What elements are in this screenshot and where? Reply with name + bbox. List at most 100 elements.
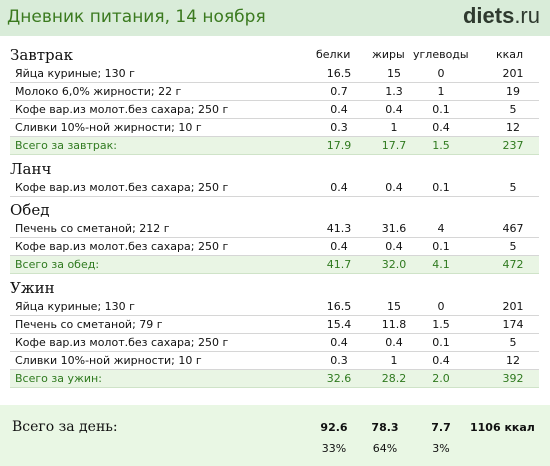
kcal-value: 467 — [502, 222, 524, 235]
kcal-value: 12 — [506, 121, 520, 134]
kcal-value: 5 — [509, 336, 517, 349]
col-header-carbs: углеводы — [413, 48, 469, 61]
carbs-value: 0.1 — [432, 336, 450, 349]
table-row: Кофе вар.из молот.без сахара; 250 г 0.4 … — [10, 179, 539, 197]
fat-value: 1 — [390, 354, 398, 367]
fat-value: 31.6 — [381, 222, 407, 235]
day-carbs-percent: 3% — [432, 442, 450, 455]
protein-value: 32.6 — [326, 372, 352, 385]
day-protein-value: 92.6 — [320, 421, 348, 434]
carbs-value: 1 — [437, 85, 445, 98]
day-carbs-value: 7.7 — [431, 421, 451, 434]
carbs-value: 1.5 — [432, 139, 450, 152]
section-title-breakfast: Завтрак — [10, 46, 73, 64]
day-kcal-value: 1106 ккал — [470, 421, 535, 434]
table-row: Печень со сметаной; 79 г 15.4 11.8 1.5 1… — [10, 316, 539, 334]
section-title-dinner: Обед — [10, 201, 50, 219]
fat-value: 11.8 — [381, 318, 407, 331]
fat-value: 0.4 — [385, 336, 403, 349]
site-logo[interactable]: diets.ru — [463, 3, 540, 29]
table-row: Кофе вар.из молот.без сахара; 250 г 0.4 … — [10, 101, 539, 119]
table-row: Яйца куриные; 130 г 16.5 15 0 201 — [10, 298, 539, 316]
table-row: Сливки 10%-ной жирности; 10 г 0.3 1 0.4 … — [10, 352, 539, 370]
fat-value: 15 — [387, 67, 401, 80]
total-label: Всего за ужин: — [15, 372, 102, 385]
total-label: Всего за завтрак: — [15, 139, 118, 152]
food-name: Яйца куриные; 130 г — [15, 300, 135, 313]
day-protein-percent: 33% — [321, 442, 347, 455]
food-name: Молоко 6,0% жирности; 22 г — [15, 85, 182, 98]
kcal-value: 392 — [502, 372, 524, 385]
day-total-label: Всего за день: — [12, 419, 118, 435]
protein-value: 16.5 — [326, 300, 352, 313]
carbs-value: 0.1 — [432, 103, 450, 116]
food-name: Печень со сметаной; 79 г — [15, 318, 163, 331]
carbs-value: 0 — [437, 67, 445, 80]
carbs-value: 0.1 — [432, 181, 450, 194]
kcal-value: 12 — [506, 354, 520, 367]
day-fat-value: 78.3 — [371, 421, 399, 434]
carbs-value: 0.1 — [432, 240, 450, 253]
section-title-lunch: Ланч — [10, 160, 52, 178]
carbs-value: 4.1 — [432, 258, 450, 271]
carbs-value: 0.4 — [432, 354, 450, 367]
total-row-dinner: Всего за обед: 41.7 32.0 4.1 472 — [10, 256, 539, 274]
table-row: Молоко 6,0% жирности; 22 г 0.7 1.3 1 19 — [10, 83, 539, 101]
day-fat-percent: 64% — [372, 442, 398, 455]
food-name: Сливки 10%-ной жирности; 10 г — [15, 121, 202, 134]
protein-value: 0.4 — [330, 103, 348, 116]
food-name: Печень со сметаной; 212 г — [15, 222, 170, 235]
col-header-protein: белки — [316, 48, 351, 61]
logo-main: diets — [462, 3, 515, 28]
carbs-value: 4 — [437, 222, 445, 235]
carbs-value: 0 — [437, 300, 445, 313]
kcal-value: 237 — [502, 139, 524, 152]
col-header-kcal: ккал — [496, 48, 524, 61]
total-row-supper: Всего за ужин: 32.6 28.2 2.0 392 — [10, 370, 539, 388]
page-title: Дневник питания, 14 ноября — [7, 7, 266, 27]
food-name: Кофе вар.из молот.без сахара; 250 г — [15, 181, 229, 194]
kcal-value: 19 — [506, 85, 520, 98]
table-row: Кофе вар.из молот.без сахара; 250 г 0.4 … — [10, 238, 539, 256]
carbs-value: 2.0 — [432, 372, 450, 385]
kcal-value: 472 — [502, 258, 524, 271]
kcal-value: 5 — [509, 181, 517, 194]
protein-value: 0.3 — [330, 354, 348, 367]
kcal-value: 174 — [502, 318, 524, 331]
fat-value: 0.4 — [385, 240, 403, 253]
fat-value: 28.2 — [381, 372, 407, 385]
fat-value: 15 — [387, 300, 401, 313]
kcal-value: 5 — [509, 103, 517, 116]
day-total-box: Всего за день: 92.6 78.3 7.7 1106 ккал 3… — [0, 405, 550, 466]
protein-value: 15.4 — [326, 318, 352, 331]
fat-value: 1 — [390, 121, 398, 134]
fat-value: 0.4 — [385, 103, 403, 116]
food-name: Кофе вар.из молот.без сахара; 250 г — [15, 240, 229, 253]
protein-value: 0.7 — [330, 85, 348, 98]
kcal-value: 201 — [502, 300, 524, 313]
total-row-breakfast: Всего за завтрак: 17.9 17.7 1.5 237 — [10, 137, 539, 155]
total-label: Всего за обед: — [15, 258, 100, 271]
kcal-value: 5 — [509, 240, 517, 253]
protein-value: 16.5 — [326, 67, 352, 80]
col-header-fat: жиры — [372, 48, 405, 61]
fat-value: 32.0 — [381, 258, 407, 271]
table-row: Кофе вар.из молот.без сахара; 250 г 0.4 … — [10, 334, 539, 352]
protein-value: 41.3 — [326, 222, 352, 235]
table-row: Яйца куриные; 130 г 16.5 15 0 201 — [10, 65, 539, 83]
food-name: Кофе вар.из молот.без сахара; 250 г — [15, 336, 229, 349]
food-name: Сливки 10%-ной жирности; 10 г — [15, 354, 202, 367]
header-bar: Дневник питания, 14 ноября diets.ru — [0, 0, 550, 36]
protein-value: 0.4 — [330, 240, 348, 253]
logo-tld: .ru — [514, 3, 540, 28]
food-name: Яйца куриные; 130 г — [15, 67, 135, 80]
table-row: Печень со сметаной; 212 г 41.3 31.6 4 46… — [10, 220, 539, 238]
food-name: Кофе вар.из молот.без сахара; 250 г — [15, 103, 229, 116]
kcal-value: 201 — [502, 67, 524, 80]
table-row: Сливки 10%-ной жирности; 10 г 0.3 1 0.4 … — [10, 119, 539, 137]
section-title-supper: Ужин — [10, 279, 55, 297]
fat-value: 0.4 — [385, 181, 403, 194]
carbs-value: 0.4 — [432, 121, 450, 134]
protein-value: 0.4 — [330, 336, 348, 349]
